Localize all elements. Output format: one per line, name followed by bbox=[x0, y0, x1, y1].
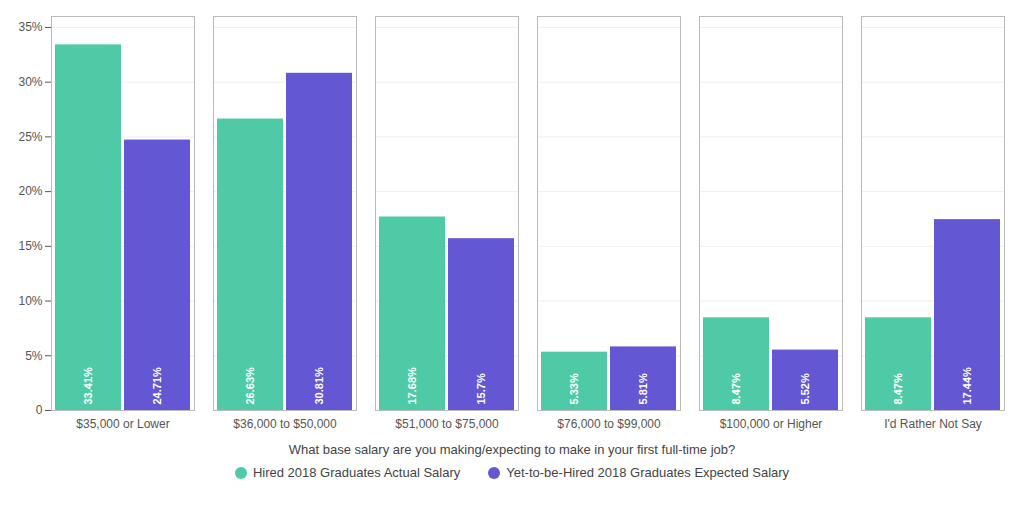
svg-text:$100,000 or Higher: $100,000 or Higher bbox=[720, 417, 823, 431]
html-text:What base salary are you makin: What base salary are you making/expectin… bbox=[288, 442, 736, 457]
html-text:Yet-to-be-Hired 2018 Graduates: Yet-to-be-Hired 2018 Graduates Expected … bbox=[506, 465, 790, 480]
svg-text:24.71%: 24.71% bbox=[151, 367, 163, 405]
svg-text:5%: 5% bbox=[25, 349, 43, 363]
svg-text:26.63%: 26.63% bbox=[244, 367, 256, 405]
svg-text:8.47%: 8.47% bbox=[892, 373, 904, 404]
svg-text:33.41%: 33.41% bbox=[82, 367, 94, 405]
svg-text:20%: 20% bbox=[18, 184, 42, 198]
svg-text:I'd Rather Not Say: I'd Rather Not Say bbox=[884, 417, 982, 431]
svg-text:5.81%: 5.81% bbox=[637, 373, 649, 404]
svg-text:5.33%: 5.33% bbox=[568, 373, 580, 404]
svg-text:8.47%: 8.47% bbox=[730, 373, 742, 404]
svg-text:25%: 25% bbox=[18, 130, 42, 144]
svg-text:$76,000 to $99,000: $76,000 to $99,000 bbox=[557, 417, 661, 431]
svg-text:0: 0 bbox=[36, 403, 43, 417]
svg-text:$36,000 to $50,000: $36,000 to $50,000 bbox=[233, 417, 337, 431]
html-text:Hired 2018 Graduates Actual Sa: Hired 2018 Graduates Actual Salary bbox=[252, 465, 461, 480]
svg-text:15%: 15% bbox=[18, 239, 42, 253]
svg-text:17.68%: 17.68% bbox=[406, 367, 418, 405]
svg-text:$51,000 to $75,000: $51,000 to $75,000 bbox=[395, 417, 499, 431]
svg-text:30%: 30% bbox=[18, 75, 42, 89]
svg-text:5.52%: 5.52% bbox=[799, 373, 811, 404]
svg-text:35%: 35% bbox=[18, 20, 42, 34]
svg-text:17.44%: 17.44% bbox=[961, 367, 973, 405]
svg-text:15.7%: 15.7% bbox=[475, 373, 487, 404]
svg-text:$35,000 or Lower: $35,000 or Lower bbox=[76, 417, 169, 431]
svg-text:10%: 10% bbox=[18, 294, 42, 308]
svg-text:30.81%: 30.81% bbox=[313, 367, 325, 405]
